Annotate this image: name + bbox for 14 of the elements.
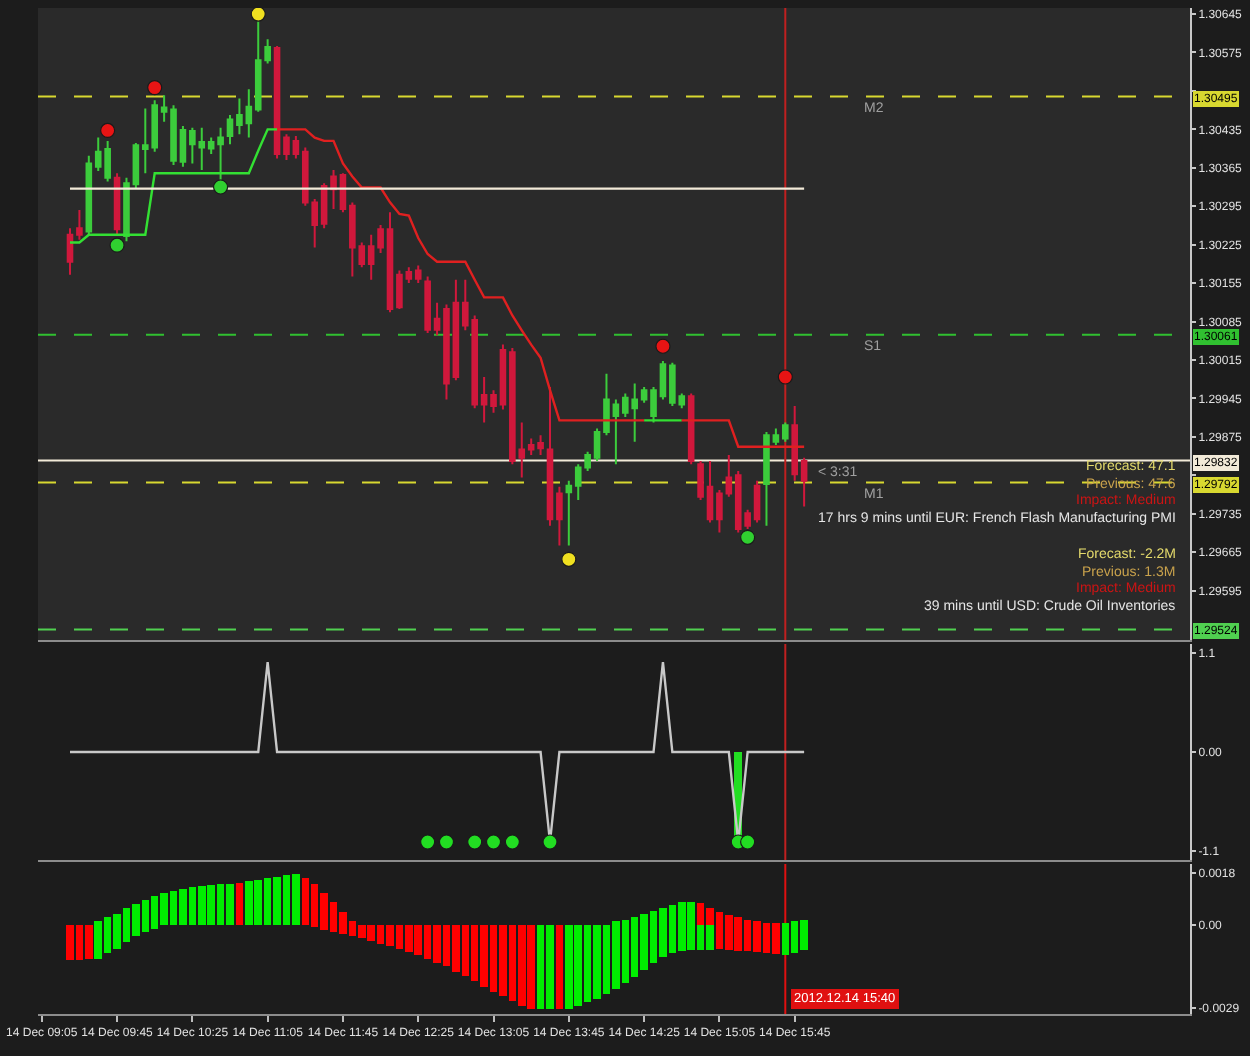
- point: [109, 237, 125, 253]
- bar: [555, 924, 564, 1010]
- line-series: [68, 128, 279, 244]
- point: [147, 80, 163, 96]
- point: [212, 179, 229, 195]
- point: [250, 8, 266, 22]
- point: [100, 122, 116, 139]
- point: [655, 338, 671, 354]
- point: [561, 551, 577, 567]
- candlestick: [414, 264, 422, 285]
- candlestick: [781, 421, 789, 443]
- point: [740, 529, 756, 545]
- point: [777, 369, 793, 385]
- line-series: [275, 128, 646, 422]
